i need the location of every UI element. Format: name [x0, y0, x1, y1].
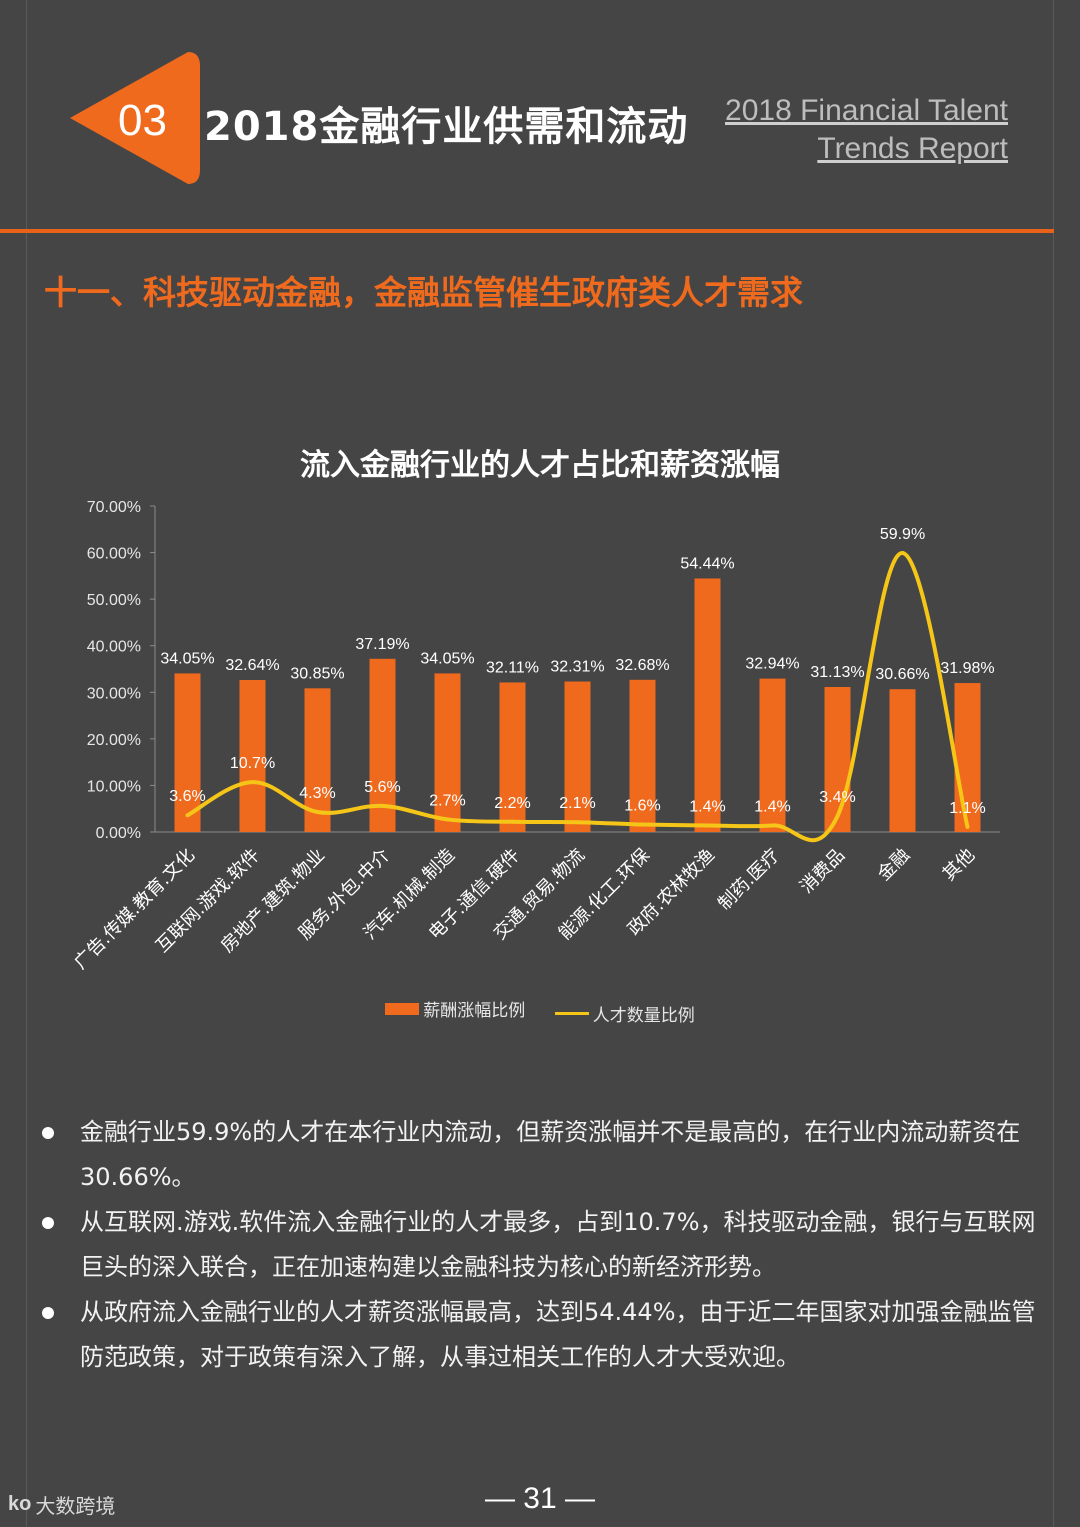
section-number: 03: [118, 96, 167, 145]
y-tick-label: 30.00%: [87, 685, 141, 702]
bar-data-label: 32.68%: [615, 657, 669, 674]
x-tick-label: 制药.医疗: [714, 845, 784, 915]
line-point: [380, 803, 385, 808]
bar: [239, 679, 266, 832]
line-point: [445, 817, 450, 822]
chart-legend: 薪酬涨幅比例 人才数量比例: [0, 996, 1080, 1026]
line-point: [640, 822, 645, 827]
watermark-text: 大数跨境: [35, 1494, 116, 1518]
y-tick-label: 60.00%: [87, 546, 141, 563]
line-data-label: 3.6%: [169, 788, 205, 805]
bullet-text: 金融行业59.9%的人才在本行业内流动，但薪资涨幅并不是最高的，在行业内流动薪资…: [80, 1118, 1021, 1191]
bullet-list: 金融行业59.9%的人才在本行业内流动，但薪资涨幅并不是最高的，在行业内流动薪资…: [40, 1110, 1050, 1380]
y-tick-label: 40.00%: [87, 639, 141, 656]
bullet-item: 从互联网.游戏.软件流入金融行业的人才最多，占到10.7%，科技驱动金融，银行与…: [40, 1200, 1050, 1290]
bar: [499, 682, 526, 832]
watermark: ko 大数跨境: [8, 1490, 115, 1519]
line-data-label: 3.4%: [819, 789, 855, 806]
bar-data-label: 37.19%: [355, 636, 409, 653]
bar-data-label: 31.98%: [940, 660, 994, 677]
line-data-label: 2.2%: [494, 795, 530, 812]
line-data-label: 1.4%: [689, 798, 725, 815]
legend-bar-label: 薪酬涨幅比例: [423, 1001, 526, 1021]
y-tick-label: 70.00%: [87, 499, 141, 516]
line-point: [575, 820, 580, 825]
chart-canvas: 0.00% 10.00% 20.00% 30.00% 40.00% 50.00% 60.00…: [70, 499, 1000, 974]
line-point: [185, 813, 190, 818]
line-point: [835, 814, 840, 819]
bar: [564, 681, 591, 832]
bullet-item: 金融行业59.9%的人才在本行业内流动，但薪资涨幅并不是最高的，在行业内流动薪资…: [40, 1110, 1050, 1200]
bar: [954, 683, 981, 832]
bullet-text: 从政府流入金融行业的人才薪资涨幅最高，达到54.44%，由于近二年国家对加强金融…: [80, 1298, 1036, 1371]
legend-item-line: 人才数量比例: [554, 1001, 695, 1026]
header-divider: [0, 229, 1054, 233]
bar-data-label: 34.05%: [160, 650, 214, 667]
line-data-label: 10.7%: [230, 755, 275, 772]
bar-data-label: 54.44%: [680, 555, 734, 572]
bullet-dot: [42, 1307, 54, 1319]
bar-data-label: 30.66%: [875, 666, 929, 683]
bar-data-label: 32.31%: [550, 659, 604, 676]
line-point: [315, 809, 320, 814]
bar-data-label: 31.13%: [810, 664, 864, 681]
section-badge: [70, 52, 200, 184]
line-data-label: 2.1%: [559, 795, 595, 812]
x-tick-label: 消费品: [796, 845, 849, 898]
legend-item-bar: 薪酬涨幅比例: [385, 996, 525, 1021]
x-tick-label: 其他: [939, 845, 979, 885]
line-data-label: 4.3%: [299, 785, 335, 802]
bar: [694, 578, 721, 832]
page-subtitle: 十一、科技驱动金融，金融监管催生政府类人才需求: [44, 273, 803, 312]
legend-bar-swatch: [385, 1002, 420, 1015]
y-tick-label: 0.00%: [96, 825, 141, 842]
bar-data-label: 30.85%: [290, 665, 344, 682]
frame-left-line: [26, 0, 27, 1527]
section-title: 2018金融行业供需和流动: [204, 104, 689, 150]
page-number: — 31 —: [484, 1482, 596, 1515]
bar: [824, 687, 851, 832]
line-data-label: 59.9%: [880, 526, 925, 543]
line-point: [900, 551, 905, 556]
line-data-label: 1.4%: [754, 798, 790, 815]
line-data-label: 1.6%: [624, 798, 660, 815]
watermark-logo: ko: [8, 1493, 32, 1515]
english-title-line1: 2018 Financial Talent: [725, 94, 1008, 127]
line-data-label: 1.1%: [949, 800, 985, 817]
y-tick-label: 50.00%: [87, 592, 141, 609]
bullet-item: 从政府流入金融行业的人才薪资涨幅最高，达到54.44%，由于近二年国家对加强金融…: [40, 1290, 1050, 1380]
legend-line-swatch: [554, 1011, 589, 1015]
bar: [629, 679, 656, 832]
bar: [369, 658, 396, 832]
line-data-label: 5.6%: [364, 779, 400, 796]
bar-data-label: 34.05%: [420, 650, 474, 667]
bar: [759, 678, 786, 832]
line-point: [965, 824, 970, 829]
line-point: [250, 780, 255, 785]
bullet-text: 从互联网.游戏.软件流入金融行业的人才最多，占到10.7%，科技驱动金融，银行与…: [80, 1208, 1036, 1281]
bar: [174, 673, 201, 832]
bullet-dot: [42, 1217, 54, 1229]
line-data-label: 2.7%: [429, 792, 465, 809]
chart-title: 流入金融行业的人才占比和薪资涨幅: [300, 448, 780, 483]
line-point: [705, 823, 710, 828]
bar: [889, 689, 916, 832]
y-tick-label: 10.00%: [87, 778, 141, 795]
bullet-dot: [42, 1127, 54, 1139]
line-point: [510, 819, 515, 824]
y-tick-label: 20.00%: [87, 732, 141, 749]
x-tick-label: 金融: [874, 845, 914, 885]
bar: [434, 673, 461, 832]
bar-data-label: 32.94%: [745, 656, 799, 673]
english-title: 2018 Financial Talent Trends Report: [725, 92, 1008, 168]
line-point: [770, 823, 775, 828]
bar-data-label: 32.64%: [225, 657, 279, 674]
x-tick-label: 广告.传媒.教育.文化: [70, 845, 199, 974]
legend-line-label: 人才数量比例: [592, 1005, 695, 1026]
frame-right-line: [1053, 0, 1054, 1527]
bar-data-label: 32.11%: [486, 659, 539, 676]
english-title-line2: Trends Report: [817, 132, 1008, 165]
